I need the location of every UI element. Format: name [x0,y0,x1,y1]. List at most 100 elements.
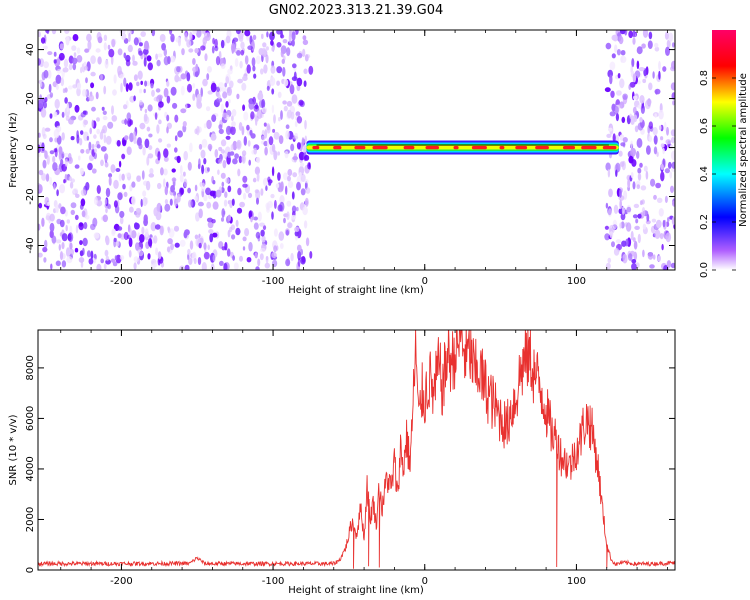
noise-speckle [286,200,292,207]
noise-speckle [123,77,127,87]
noise-speckle [620,212,626,221]
noise-speckle [114,255,118,261]
noise-speckle [613,204,619,214]
noise-speckle [235,30,241,35]
noise-speckle [225,177,230,184]
noise-speckle [206,201,212,209]
noise-speckle [112,261,118,267]
noise-speckle [49,150,55,155]
noise-speckle [66,219,71,224]
noise-speckle [115,168,121,172]
noise-speckle [88,258,94,265]
noise-speckle [261,235,266,243]
noise-speckle [183,171,186,177]
noise-speckle [261,33,264,40]
noise-speckle [639,162,643,168]
noise-speckle [132,54,135,63]
noise-speckle [223,38,227,47]
noise-speckle [273,114,276,124]
noise-speckle [144,40,149,50]
noise-speckle [159,34,166,42]
noise-speckle [179,165,183,175]
noise-speckle [70,209,76,215]
noise-speckle [113,74,117,84]
noise-speckle [615,169,618,177]
noise-speckle [304,54,309,62]
noise-speckle [611,53,616,59]
noise-speckle [42,159,47,169]
spectrogram-ylabel: Frequency (Hz) [8,112,19,188]
noise-speckle [237,187,242,196]
noise-speckle [49,92,54,98]
noise-speckle [227,214,231,222]
noise-speckle [294,230,299,237]
noise-speckle [634,225,640,230]
noise-speckle [662,147,665,155]
noise-speckle [234,153,240,159]
noise-speckle [273,150,278,161]
noise-speckle [211,114,217,122]
noise-speckle [80,189,87,197]
noise-speckle [166,126,169,134]
noise-speckle [174,147,178,153]
noise-speckle [286,100,293,107]
noise-speckle [220,149,225,154]
noise-speckle [225,101,229,108]
colorbar-tick-label: 0.0 [699,262,710,278]
noise-speckle [78,155,81,161]
noise-speckle [65,224,68,232]
noise-speckle [638,67,645,72]
noise-speckle [180,187,185,195]
noise-speckle [230,126,236,136]
noise-speckle [90,223,96,231]
noise-speckle [55,74,62,85]
noise-speckle [71,57,78,65]
noise-speckle [194,184,198,192]
noise-speckle [242,75,248,81]
noise-speckle [212,180,216,185]
noise-speckle [204,53,208,62]
noise-speckle [296,244,302,252]
noise-speckle [80,130,84,136]
noise-speckle [654,229,661,239]
noise-speckle [139,88,143,94]
noise-speckle [144,108,148,114]
noise-speckle [45,173,50,182]
noise-speckle [147,153,154,159]
noise-speckle [609,74,613,85]
noise-speckle [138,143,143,150]
noise-speckle [202,78,208,87]
noise-speckle [71,45,77,51]
noise-speckle [648,31,653,40]
noise-speckle [631,259,637,264]
noise-speckle [206,73,210,81]
noise-speckle [166,143,171,148]
noise-speckle [668,32,674,42]
noise-speckle [244,228,250,237]
noise-speckle [242,183,248,188]
noise-speckle [282,39,288,44]
noise-speckle [52,155,56,163]
noise-speckle [265,185,268,191]
noise-speckle [85,77,88,84]
noise-speckle [44,239,48,249]
noise-speckle [267,200,273,209]
noise-speckle [211,232,218,238]
noise-speckle [291,94,298,104]
noise-speckle [291,205,297,214]
noise-speckle [648,135,652,143]
noise-speckle [176,193,181,203]
noise-speckle [192,93,196,101]
noise-speckle [198,158,201,168]
noise-speckle [650,178,656,187]
noise-speckle [142,146,146,156]
noise-speckle [140,80,143,85]
noise-speckle [101,129,105,134]
noise-speckle [287,168,293,177]
noise-speckle [283,105,288,112]
noise-speckle [206,217,213,223]
noise-speckle [110,164,116,173]
noise-speckle [639,95,645,104]
noise-speckle [653,146,658,155]
